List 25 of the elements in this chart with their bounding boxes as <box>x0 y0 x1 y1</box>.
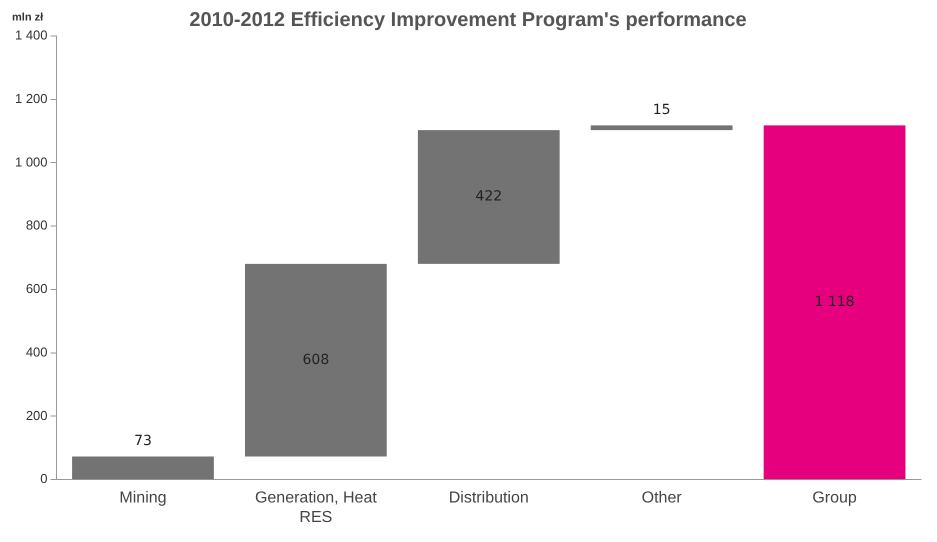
chart-title: 2010-2012 Efficiency Improvement Program's performance <box>188 8 748 32</box>
bar <box>72 456 214 480</box>
bar <box>418 130 560 264</box>
data-label: 608 <box>302 352 330 368</box>
bar <box>590 125 733 130</box>
data-label: 422 <box>475 188 502 205</box>
data-label: 15 <box>652 102 671 118</box>
bar <box>764 125 906 480</box>
y-axis-title: mln zł <box>12 12 44 24</box>
x-tick-label: Other <box>642 490 682 507</box>
x-tick-label: Group <box>812 490 857 507</box>
y-tick-label: 0 <box>40 471 48 486</box>
y-tick-label: 1 200 <box>14 90 48 106</box>
y-tick-label: 400 <box>26 344 48 360</box>
x-tick-label: Distribution <box>448 490 529 507</box>
y-tick-label: 800 <box>26 218 48 233</box>
y-tick-label: 600 <box>26 281 48 296</box>
y-tick-label: 1 000 <box>14 154 48 170</box>
data-label: 1 118 <box>814 294 855 310</box>
data-label: 73 <box>134 433 152 450</box>
x-tick-label: Mining <box>119 490 167 507</box>
y-tick-label: 1 400 <box>14 28 48 43</box>
y-tick-label: 200 <box>26 408 48 423</box>
bar <box>244 264 387 456</box>
x-tick-label: Generation, Heat RES <box>254 490 378 526</box>
